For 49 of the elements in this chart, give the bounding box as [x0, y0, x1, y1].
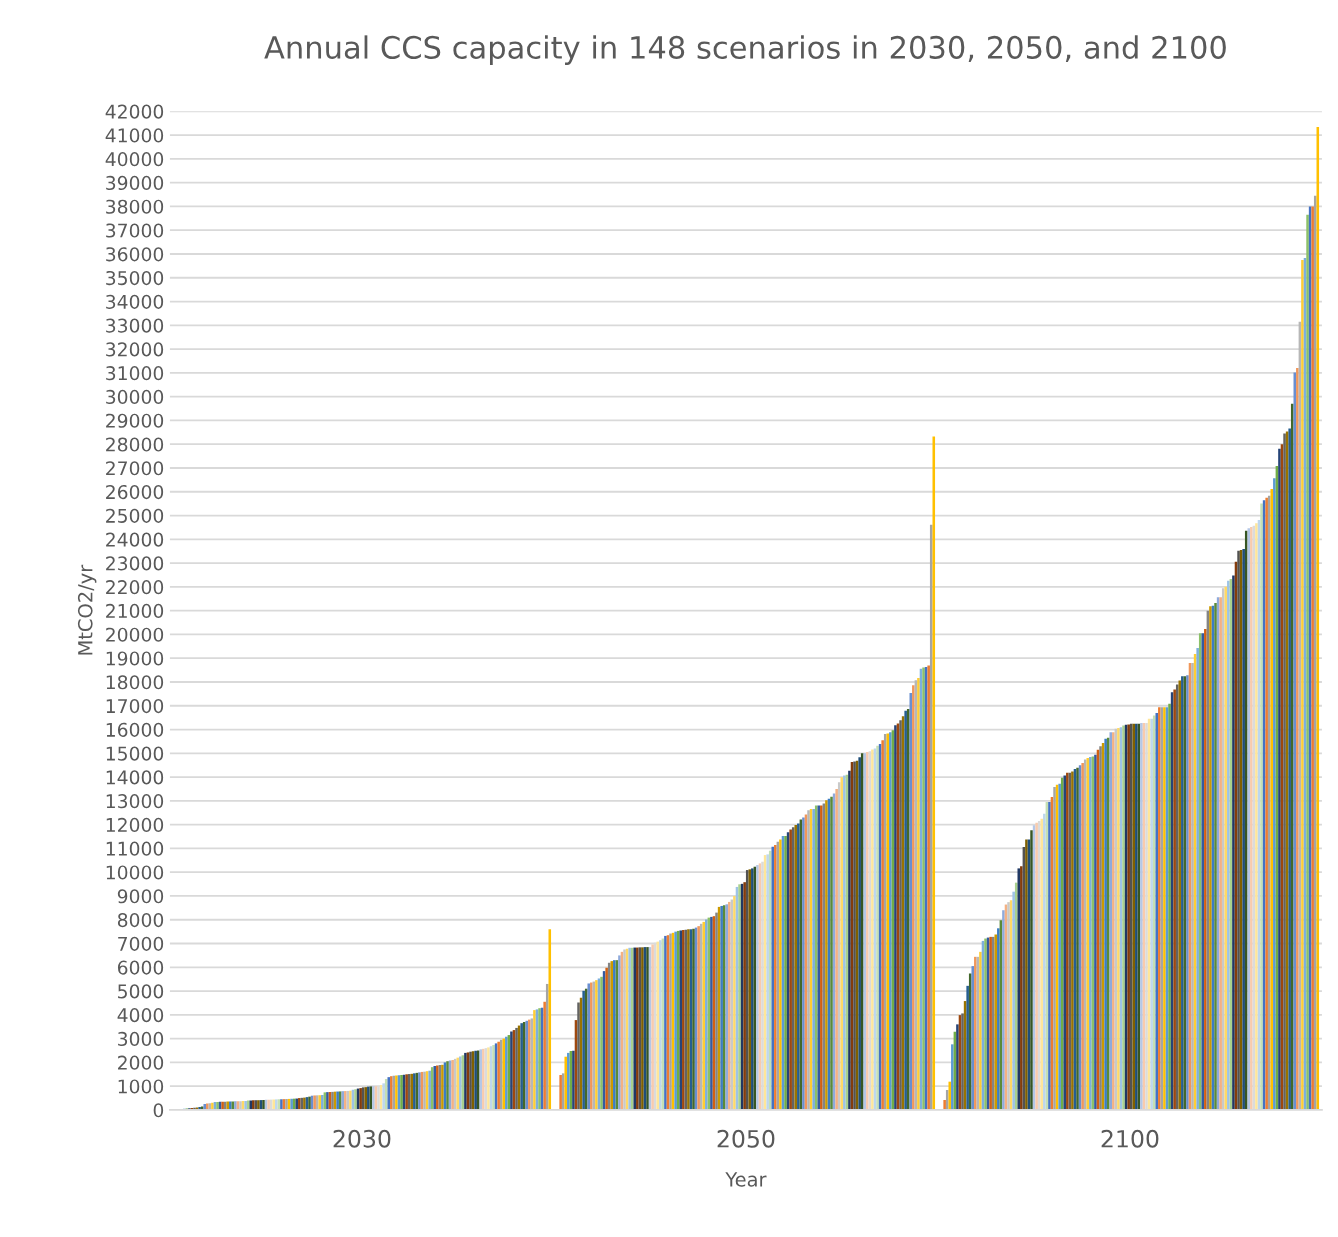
y-tick-label: 22000 [106, 580, 164, 595]
x-tick-label: 2100 [1101, 1129, 1159, 1148]
y-tick-label: 5000 [118, 984, 164, 999]
y-tick-label: 35000 [106, 270, 164, 286]
y-tick-label: 33000 [106, 318, 164, 333]
y-tick-label: 36000 [106, 247, 164, 262]
y-tick-label: 13000 [106, 794, 164, 809]
y-tick-label: 18000 [106, 675, 164, 690]
y-tick-label: 40000 [105, 152, 164, 167]
y-tick-label: 29000 [106, 413, 164, 428]
chart-title: Annual CCS capacity in 148 scenarios in 2030, 2050, and 2100 [264, 35, 1226, 65]
y-tick-label: 30000 [106, 389, 164, 405]
y-tick-label: 39000 [106, 175, 164, 191]
y-tick-label: 34000 [106, 294, 164, 309]
y-axis-title: MtCO2/yr [77, 564, 97, 655]
y-tick-label: 17000 [106, 698, 164, 714]
y-tick-label: 12000 [106, 817, 164, 833]
y-tick-label: 27000 [106, 461, 164, 476]
y-tick-label: 25000 [106, 508, 164, 523]
y-tick-label: 38000 [106, 199, 164, 214]
y-tick-label: 14000 [106, 770, 164, 785]
y-tick-label: 15000 [106, 746, 164, 761]
y-tick-label: 16000 [106, 722, 164, 737]
y-tick-label: 42000 [105, 104, 164, 119]
y-tick-label: 26000 [106, 484, 164, 500]
y-tick-label: 6000 [117, 960, 164, 975]
y-tick-label: 19000 [106, 651, 164, 666]
x-axis-title: Year [725, 1172, 767, 1187]
y-tick-label: 0 [153, 1103, 164, 1118]
y-tick-label: 21000 [106, 603, 164, 619]
y-tick-label: 37000 [106, 223, 164, 238]
y-tick-label: 41000 [105, 128, 164, 143]
y-tick-label: 11000 [106, 841, 164, 856]
y-tick-label: 28000 [106, 437, 164, 452]
y-tick-label: 10000 [106, 865, 164, 880]
y-tick-label: 2000 [118, 1055, 164, 1070]
y-tick-label: 20000 [106, 627, 164, 642]
y-tick-label: 8000 [117, 912, 164, 928]
y-tick-label: 24000 [106, 532, 164, 547]
y-tick-label: 31000 [106, 366, 164, 381]
x-tick-label: 2050 [717, 1129, 775, 1148]
y-tick-label: 7000 [118, 936, 164, 951]
y-tick-label: 32000 [106, 342, 164, 357]
x-tick-label: 2030 [333, 1129, 391, 1148]
y-tick-label: 9000 [117, 889, 164, 904]
y-tick-label: 1000 [118, 1079, 164, 1094]
y-tick-label: 3000 [118, 1031, 164, 1047]
y-tick-label: 4000 [117, 1008, 164, 1023]
y-tick-label: 23000 [106, 556, 164, 571]
